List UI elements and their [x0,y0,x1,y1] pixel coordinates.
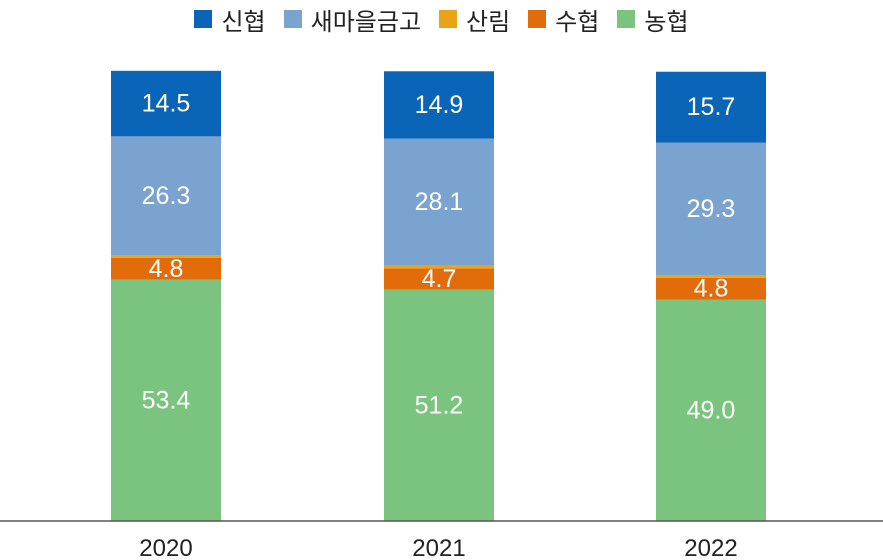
bar-segment [111,257,221,280]
data-label: 49.0 [687,396,736,424]
bars-layer: 53.4 4.8 26.3 14.5 51.2 4.7 28.1 14.9 49.0 4.8 29.… [111,70,766,521]
bar-segment [384,268,494,290]
x-tick-label: 2020 [139,535,192,560]
legend-item-suhyup: 수협 [528,2,599,37]
legend-swatch [528,10,547,28]
legend-label: 수협 [555,7,600,36]
bar-segment [111,70,221,137]
bar-segment [384,265,494,269]
legend-swatch [439,10,458,28]
legend-item-sanrim: 산림 [439,2,510,37]
data-label: 15.7 [687,93,736,121]
legend-swatch [283,10,302,28]
bar-segment [656,71,766,143]
bar-segment [656,275,766,278]
bar-segment [384,289,494,521]
data-label: 29.3 [687,195,736,223]
x-tick-label: 2021 [412,535,465,560]
legend-swatch [617,10,636,28]
legend-label: 신협 [221,7,266,36]
data-label: 4.8 [149,255,184,283]
data-label: 4.7 [422,265,457,293]
data-label: 51.2 [415,391,464,419]
data-label: 14.5 [142,90,191,118]
legend-label: 농협 [644,7,689,36]
x-tick-label: 2022 [684,535,737,560]
legend: 신협 새마을금고 산림 수협 농협 [0,2,883,36]
x-tick-labels: 2020 2021 2022 [139,535,737,560]
data-label: 4.8 [694,275,729,303]
bar-segment [384,71,494,139]
data-label: 28.1 [415,188,464,216]
bar-segment [111,279,221,521]
legend-item-saemaul: 새마을금고 [283,2,422,37]
bar-segment [111,136,221,256]
legend-label: 산림 [466,7,511,36]
data-label: 53.4 [142,386,191,414]
legend-label: 새마을금고 [310,7,422,36]
legend-item-nonghyup: 농협 [617,2,689,37]
data-label: 26.3 [142,182,191,210]
legend-swatch [194,10,213,28]
bar-segment [656,277,766,300]
legend-item-sinhyup: 신협 [194,2,266,37]
bar-segment [111,255,221,258]
data-label: 14.9 [415,91,464,119]
bar-segment [384,138,494,266]
bar-segment [656,142,766,276]
bar-segment [656,299,766,521]
